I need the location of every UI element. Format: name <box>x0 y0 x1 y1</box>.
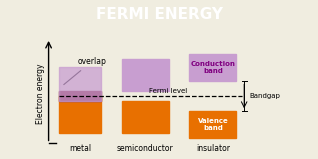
Text: FERMI ENERGY: FERMI ENERGY <box>95 7 223 22</box>
Bar <box>121 59 169 91</box>
Text: Fermi level: Fermi level <box>149 88 188 93</box>
Text: semiconductor: semiconductor <box>117 144 173 153</box>
Text: overlap: overlap <box>64 57 106 85</box>
Bar <box>190 111 236 138</box>
Bar <box>59 66 101 101</box>
Bar <box>59 91 101 101</box>
Text: Electron energy: Electron energy <box>36 64 45 124</box>
Text: insulator: insulator <box>196 144 230 153</box>
Bar <box>121 101 169 134</box>
Bar <box>190 54 236 81</box>
Bar <box>59 96 101 134</box>
Text: Conduction
band: Conduction band <box>190 61 235 74</box>
Text: Valence
band: Valence band <box>197 118 228 131</box>
Text: metal: metal <box>69 144 91 153</box>
Text: Bandgap: Bandgap <box>249 93 280 99</box>
